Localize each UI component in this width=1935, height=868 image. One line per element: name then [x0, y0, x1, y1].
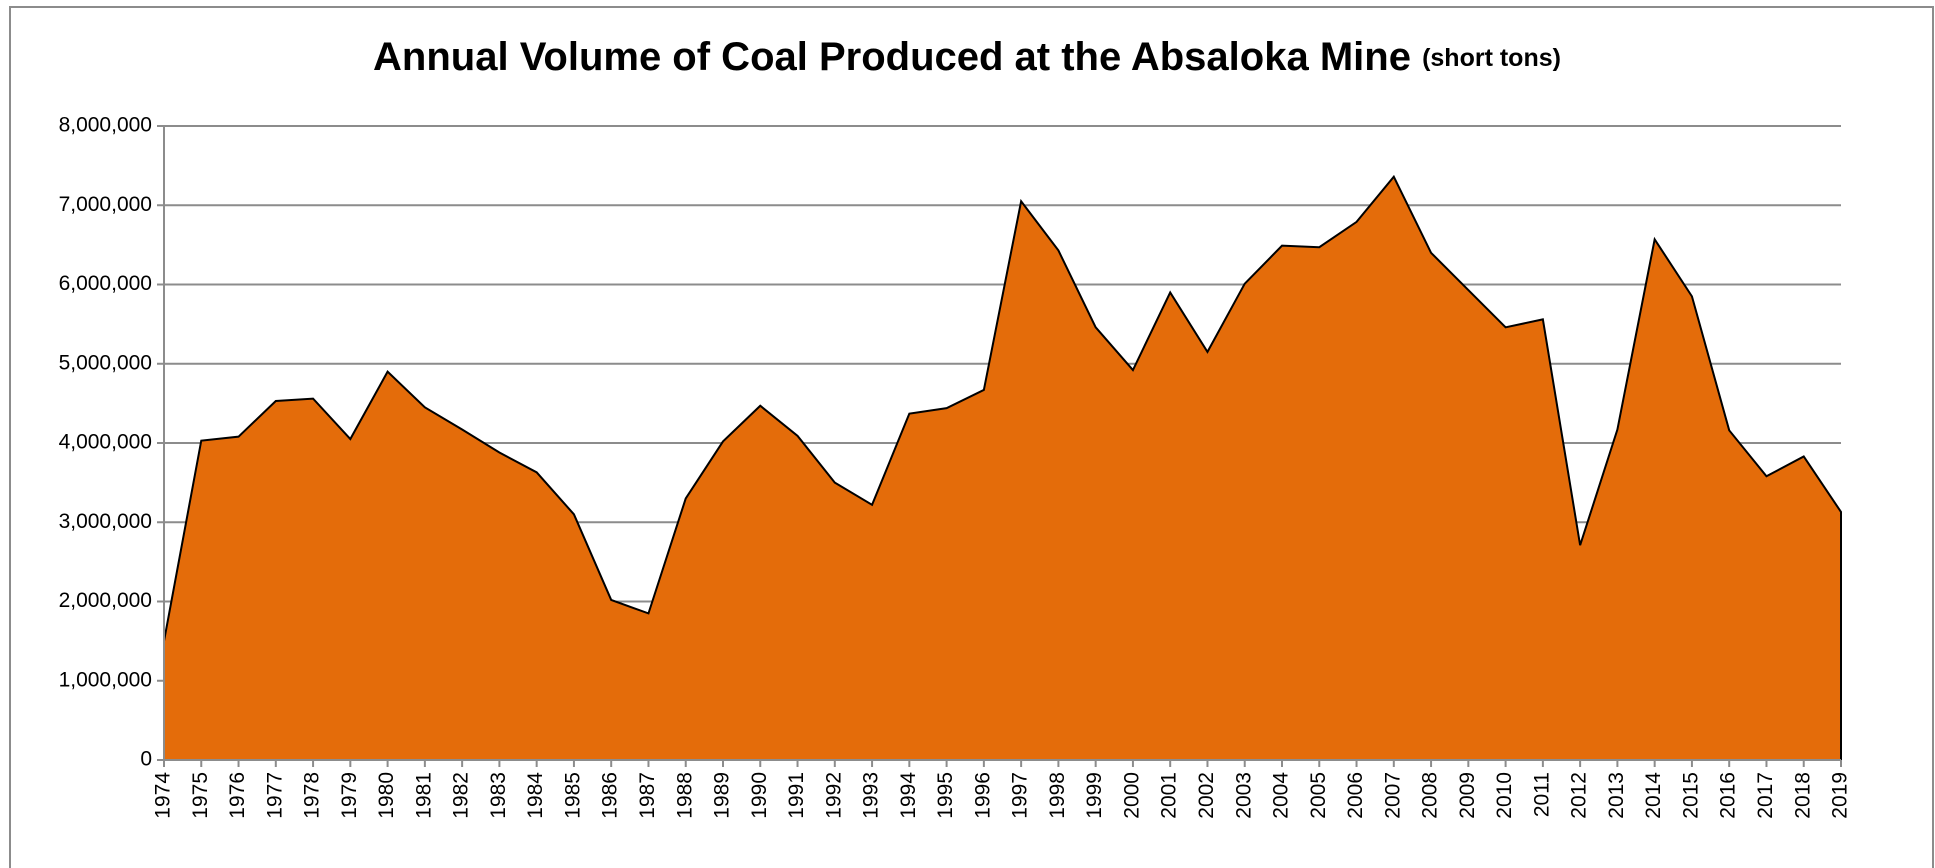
- title-main: Annual Volume of Coal Produced at the Ab…: [373, 35, 1411, 79]
- x-tick-label: 1989: [711, 772, 734, 819]
- y-tick-label: 2,000,000: [59, 589, 152, 612]
- x-tick-label: 2002: [1195, 772, 1218, 819]
- x-tick-label: 2017: [1754, 772, 1777, 819]
- x-tick-label: 1988: [673, 772, 696, 819]
- x-tick-label: 1974: [152, 772, 175, 819]
- x-tick-label: 2009: [1456, 772, 1479, 819]
- x-tick-label: 2012: [1568, 772, 1591, 819]
- y-tick-label: 0: [140, 748, 152, 771]
- x-tick-label: 1977: [263, 772, 286, 819]
- x-tick-label: 1975: [189, 772, 212, 819]
- y-tick-label: 7,000,000: [59, 193, 152, 216]
- x-tick-label: 2000: [1120, 772, 1143, 819]
- y-tick-label: 1,000,000: [59, 668, 152, 691]
- x-tick-label: 2008: [1419, 772, 1442, 819]
- x-tick-label: 2007: [1381, 772, 1404, 819]
- x-tick-label: 2011: [1530, 772, 1553, 817]
- x-tick-label: 1987: [636, 772, 659, 819]
- x-tick-label: 1984: [524, 772, 547, 819]
- x-tick-label: 1995: [934, 772, 957, 819]
- x-tick-label: 1993: [860, 772, 883, 819]
- x-tick-label: 1996: [971, 772, 994, 819]
- x-tick-label: 1979: [338, 772, 361, 819]
- x-tick-label: 2019: [1829, 772, 1852, 819]
- y-tick-label: 5,000,000: [59, 351, 152, 374]
- x-tick-label: 2003: [1232, 772, 1255, 819]
- x-tick-label: 2013: [1605, 772, 1628, 819]
- x-tick-label: 1999: [1083, 772, 1106, 819]
- x-tick-label: 1982: [450, 772, 473, 819]
- x-tick-label: 2001: [1158, 772, 1181, 819]
- y-tick-label: 6,000,000: [59, 272, 152, 295]
- chart-title: Annual Volume of Coal Produced at the Ab…: [373, 35, 1561, 79]
- area: [163, 174, 1842, 761]
- x-tick-label: 1978: [301, 772, 324, 819]
- x-tick-label: 2010: [1493, 772, 1516, 819]
- x-tick-label: 2016: [1717, 772, 1740, 819]
- x-tick-label: 1983: [487, 772, 510, 819]
- x-tick-label: 1985: [561, 772, 584, 819]
- x-tick-label: 2005: [1307, 772, 1330, 819]
- x-tick-label: 1990: [748, 772, 771, 819]
- x-tick-label: 2018: [1791, 772, 1814, 819]
- x-tick-label: 1994: [897, 772, 920, 819]
- x-tick-label: 1981: [412, 772, 435, 819]
- y-tick-label: 4,000,000: [59, 431, 152, 454]
- x-tick-label: 1991: [785, 772, 808, 819]
- x-tick-label: 1997: [1009, 772, 1032, 819]
- x-tick-label: 2015: [1679, 772, 1702, 819]
- x-tick-label: 1980: [375, 772, 398, 819]
- x-tick-label: 2004: [1270, 772, 1293, 819]
- x-tick-label: 1998: [1046, 772, 1069, 819]
- x-tick-label: 1976: [226, 772, 249, 819]
- x-tick-label: 2006: [1344, 772, 1367, 819]
- x-tick-label: 2014: [1642, 772, 1665, 819]
- y-tick-label: 3,000,000: [59, 510, 152, 533]
- x-tick-label: 1986: [599, 772, 622, 819]
- y-tick-label: 8,000,000: [59, 114, 152, 137]
- x-tick-label: 1992: [822, 772, 845, 819]
- title-unit: (short tons): [1422, 44, 1561, 72]
